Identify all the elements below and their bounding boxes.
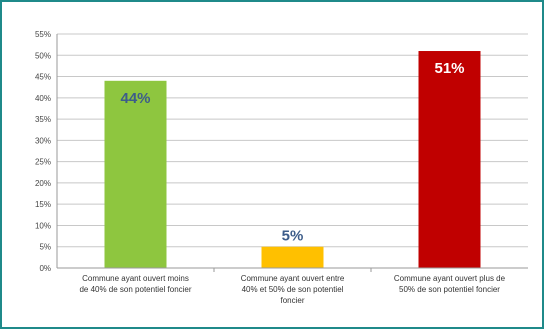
data-label: 5% (282, 228, 304, 245)
y-tick-label: 25% (35, 158, 51, 167)
y-tick-label: 10% (35, 221, 51, 230)
y-tick-label: 15% (35, 200, 51, 209)
y-tick-label: 20% (35, 179, 51, 188)
bar (261, 246, 324, 268)
y-tick-label: 5% (39, 243, 51, 252)
x-axis: Commune ayant ouvert moins de 40% de son … (57, 267, 528, 305)
bars (104, 51, 481, 268)
x-category-label: Commune ayant ouvert plus de 50% de son p… (394, 274, 506, 294)
y-tick-label: 50% (35, 51, 51, 60)
data-labels: 44% 5% 51% (120, 60, 464, 245)
y-tick-label: 35% (35, 115, 51, 124)
y-tick-label: 45% (35, 73, 51, 82)
y-tick-label: 55% (35, 30, 51, 39)
y-tick-label: 30% (35, 136, 51, 145)
bar (418, 51, 481, 268)
y-tick-label: 40% (35, 94, 51, 103)
data-label: 51% (434, 60, 464, 77)
x-category-label: Commune ayant ouvert entre 40% et 50% de … (241, 274, 345, 305)
y-tick-label: 0% (39, 264, 51, 273)
x-category-label: Commune ayant ouvert moins de 40% de son … (79, 274, 191, 294)
data-label: 44% (120, 90, 150, 107)
y-axis: 0% 5% 10% 15% 20% 25% 30% 35% 40% 45% 50% 55% (35, 30, 58, 273)
bar (104, 80, 167, 268)
